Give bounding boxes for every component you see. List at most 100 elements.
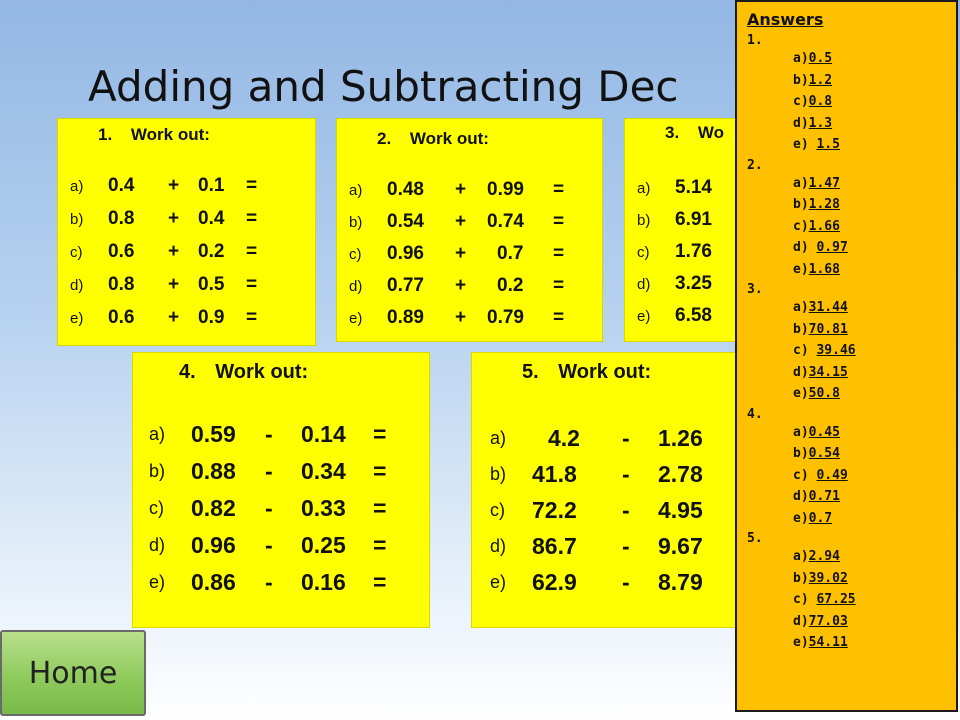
operator: - [622,460,630,487]
card-title: 2. Work out: [377,129,489,149]
card-number: 1. [98,125,113,144]
row-letter: b) [149,460,166,481]
right-operand: 0.5 [198,274,225,295]
answer-link[interactable]: 0.7 [808,510,833,526]
right-operand: 0.34 [301,457,346,484]
left-operand: 3.25 [675,273,712,294]
answer-prefix: d) [793,364,809,380]
home-button[interactable]: Home [0,630,146,716]
answer-item: a)31.44 [747,297,956,319]
answer-link[interactable]: 31.44 [808,300,848,315]
row-letter: e) [149,571,166,592]
row-letter: c) [149,497,164,518]
answer-link[interactable]: 2.94 [808,549,840,564]
answer-group-label: 1. [747,33,763,48]
answer-link[interactable]: 70.81 [808,321,848,337]
row-letter: b) [70,210,84,228]
answer-link[interactable]: 0.97 [816,240,848,255]
row-letter: d) [637,275,651,293]
left-operand: 6.58 [675,305,712,326]
answer-link[interactable]: 0.8 [808,94,833,109]
answer-prefix: c) [793,94,809,109]
answer-link[interactable]: 67.25 [816,592,856,607]
answer-link[interactable]: 0.54 [808,446,840,461]
row-letter: a) [637,179,651,197]
card-number: 2. [377,129,392,148]
row-letter: d) [149,534,166,555]
answer-prefix: c) [793,467,817,483]
answer-link[interactable]: 0.45 [808,424,840,440]
answer-link[interactable]: 77.03 [808,613,848,629]
equals-sign: = [246,175,258,196]
question-card-2: 2. Work out: a) 0.48 + 0.99 = b) 0.54 + … [336,118,603,342]
answer-item: c) 0.49 [747,465,956,487]
equals-sign: = [373,568,387,595]
left-operand: 0.88 [191,457,236,484]
answer-prefix: a) [793,51,809,66]
left-operand: 62.9 [532,568,577,595]
right-operand: 0.25 [301,531,346,558]
answer-link[interactable]: 1.47 [808,175,840,191]
answer-group-label: 5. [747,531,763,546]
answers-heading: Answers [747,10,824,29]
row-letter: e) [637,307,651,325]
question-card-1: 1. Work out: a) 0.4 + 0.1 = b) 0.8 + 0.4… [57,118,316,346]
answer-item: b)0.54 [747,443,956,465]
left-operand: 0.8 [108,274,135,295]
row-letter: a) [149,423,166,444]
answer-link[interactable]: 50.8 [808,386,840,401]
answer-link[interactable]: 1.28 [808,197,840,212]
answer-link[interactable]: 0.71 [808,489,840,504]
answer-link[interactable]: 39.02 [808,570,848,586]
right-operand: 0.2 [497,275,524,296]
left-operand: 1.76 [675,241,712,262]
left-operand: 4.2 [548,424,580,451]
operator: - [265,531,273,558]
answer-link[interactable]: 34.15 [808,364,848,380]
answer-prefix: a) [793,300,809,315]
slide-title: Adding and Subtracting Dec [88,62,679,111]
operator: + [168,175,180,196]
answer-item: c)0.8 [747,91,956,113]
equals-sign: = [553,243,565,264]
right-operand: 0.4 [198,208,225,229]
right-operand: 0.16 [301,568,346,595]
card-title: 1. Work out: [98,125,210,145]
answer-link[interactable]: 39.46 [816,343,856,358]
right-operand: 2.78 [658,460,703,487]
answer-link[interactable]: 0.49 [816,467,848,483]
left-operand: 0.86 [191,568,236,595]
row-letter: d) [70,276,84,294]
operator: + [455,307,467,328]
answer-link[interactable]: 1.66 [808,218,840,234]
answer-link[interactable]: 54.11 [808,635,848,650]
operator: - [265,420,273,447]
card-number: 5. [522,361,539,383]
answer-prefix: e) [793,261,809,277]
answer-link[interactable]: 1.3 [808,115,833,131]
left-operand: 6.91 [675,209,712,230]
row-letter: e) [70,309,84,327]
answer-link[interactable]: 1.2 [808,72,833,88]
left-operand: 0.59 [191,420,236,447]
answer-link[interactable]: 1.5 [816,137,840,152]
answer-group-label: 4. [747,406,763,422]
answer-prefix: d) [793,115,809,131]
equals-sign: = [553,307,565,328]
equals-sign: = [373,420,387,447]
equals-sign: = [553,179,565,200]
answer-item: c) 39.46 [747,340,956,362]
answer-link[interactable]: 0.5 [808,51,833,66]
operator: - [265,457,273,484]
answer-item: e)54.11 [747,632,956,654]
answer-prefix: b) [793,321,809,337]
left-operand: 0.54 [387,211,424,232]
equals-sign: = [246,208,258,229]
equals-sign: = [553,275,565,296]
operator: + [168,274,180,295]
left-operand: 0.96 [387,243,424,264]
equals-sign: = [373,457,387,484]
answer-prefix: c) [793,218,809,234]
answer-link[interactable]: 1.68 [808,261,840,277]
answer-prefix: a) [793,424,809,440]
